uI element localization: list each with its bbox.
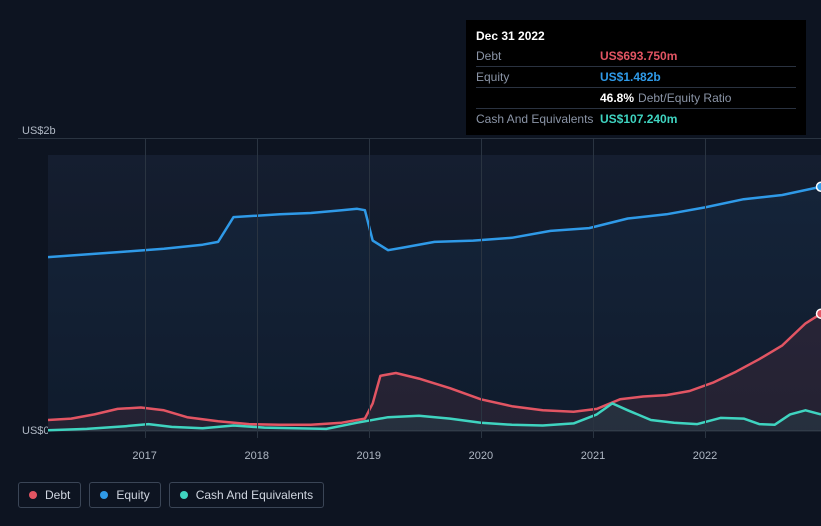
legend-item[interactable]: Debt bbox=[18, 482, 81, 508]
legend-item[interactable]: Equity bbox=[89, 482, 160, 508]
tooltip-row: DebtUS$693.750m bbox=[476, 46, 796, 67]
tooltip-label: Equity bbox=[476, 70, 600, 84]
gridline bbox=[369, 138, 370, 438]
tooltip-extra: Debt/Equity Ratio bbox=[638, 91, 731, 105]
tooltip-label: Cash And Equivalents bbox=[476, 112, 600, 126]
tooltip-row: Cash And EquivalentsUS$107.240m bbox=[476, 109, 796, 129]
tooltip-value: 46.8% bbox=[600, 91, 634, 105]
data-tooltip: Dec 31 2022 DebtUS$693.750mEquityUS$1.48… bbox=[466, 20, 806, 135]
tooltip-row: 46.8% Debt/Equity Ratio bbox=[476, 88, 796, 109]
x-tick: 2022 bbox=[693, 450, 717, 462]
legend-label: Debt bbox=[45, 488, 70, 502]
legend-item[interactable]: Cash And Equivalents bbox=[169, 482, 324, 508]
legend: Debt Equity Cash And Equivalents bbox=[18, 482, 324, 508]
tooltip-rows: DebtUS$693.750mEquityUS$1.482b46.8%Debt/… bbox=[476, 46, 796, 129]
x-tick: 2021 bbox=[581, 450, 605, 462]
hover-marker-debt bbox=[817, 309, 821, 318]
gridline bbox=[145, 138, 146, 438]
tooltip-row: EquityUS$1.482b bbox=[476, 67, 796, 88]
x-tick: 2017 bbox=[132, 450, 156, 462]
tooltip-value: US$1.482b bbox=[600, 70, 661, 84]
tooltip-value: US$693.750m bbox=[600, 49, 677, 63]
gridline bbox=[705, 138, 706, 438]
gridline bbox=[481, 138, 482, 438]
legend-swatch bbox=[29, 491, 37, 499]
legend-swatch bbox=[180, 491, 188, 499]
tooltip-label: Debt bbox=[476, 49, 600, 63]
x-axis: 2017 2018 2019 2020 2021 2022 bbox=[48, 450, 821, 470]
chart-container: Dec 31 2022 DebtUS$693.750mEquityUS$1.48… bbox=[0, 0, 821, 526]
tooltip-value: US$107.240m bbox=[600, 112, 677, 126]
gridline bbox=[593, 138, 594, 438]
x-tick: 2018 bbox=[244, 450, 268, 462]
y-axis-max-label: US$2b bbox=[22, 125, 56, 137]
gridline bbox=[257, 138, 258, 438]
x-tick: 2019 bbox=[357, 450, 381, 462]
tooltip-label bbox=[476, 91, 600, 105]
tooltip-date: Dec 31 2022 bbox=[476, 26, 796, 46]
legend-label: Equity bbox=[116, 488, 149, 502]
x-tick: 2020 bbox=[469, 450, 493, 462]
legend-swatch bbox=[100, 491, 108, 499]
hover-marker-equity bbox=[817, 182, 821, 191]
legend-label: Cash And Equivalents bbox=[196, 488, 313, 502]
